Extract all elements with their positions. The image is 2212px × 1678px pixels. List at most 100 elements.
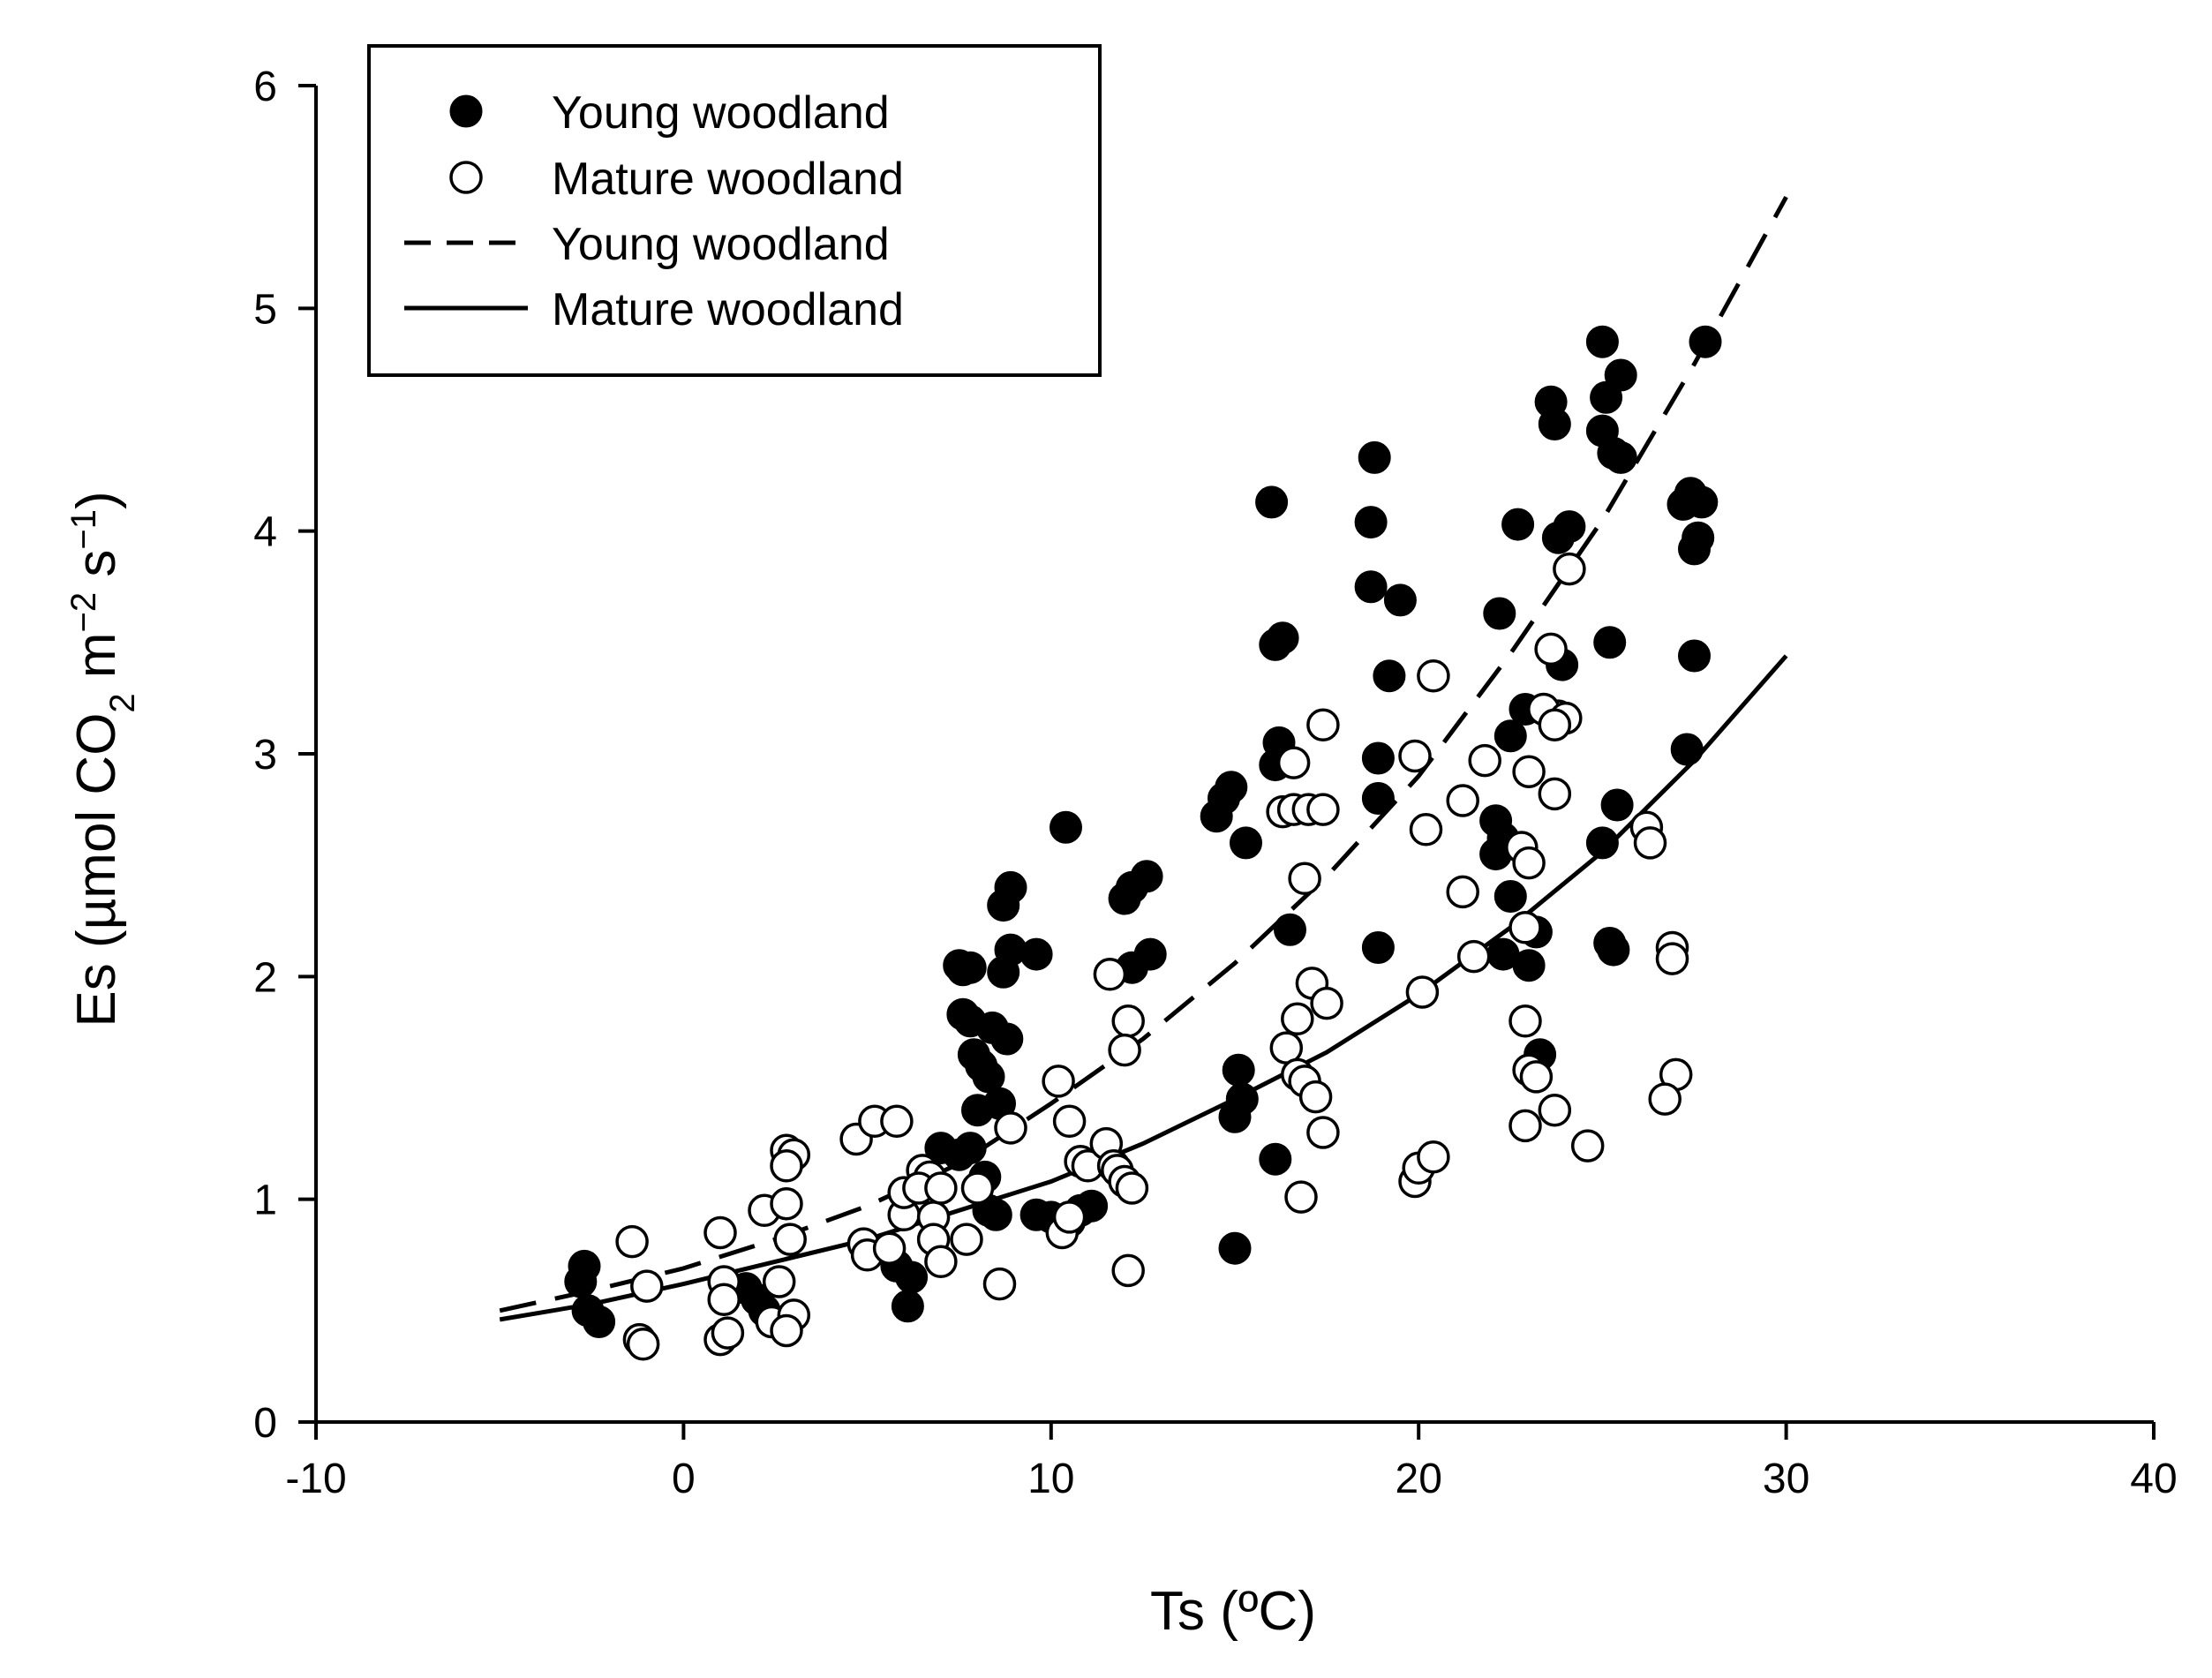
y-title-sup-s: −1 bbox=[64, 509, 103, 550]
data-points bbox=[564, 325, 1722, 1361]
point-young-woodland bbox=[583, 1306, 616, 1338]
y-title-prefix: Es (µmol CO bbox=[66, 713, 127, 1027]
point-mature-woodland bbox=[1446, 784, 1479, 817]
point-young-woodland bbox=[1600, 788, 1634, 822]
point-mature-woodland bbox=[1417, 1140, 1450, 1174]
point-mature-woodland bbox=[770, 1149, 803, 1183]
point-mature-woodland bbox=[626, 1327, 660, 1361]
point-young-woodland bbox=[1354, 506, 1388, 539]
point-young-woodland bbox=[1133, 937, 1167, 971]
point-mature-woodland bbox=[1306, 793, 1340, 826]
point-young-woodland bbox=[979, 1198, 1012, 1231]
point-mature-woodland bbox=[1417, 658, 1450, 693]
legend-label-young-points: Young woodland bbox=[552, 87, 890, 139]
point-mature-woodland bbox=[1519, 1060, 1554, 1094]
point-young-woodland bbox=[1361, 931, 1395, 964]
point-mature-woodland bbox=[1398, 739, 1432, 773]
point-mature-woodland bbox=[762, 1265, 796, 1298]
point-young-woodland bbox=[1019, 937, 1053, 971]
point-young-woodland bbox=[1689, 325, 1722, 358]
point-mature-woodland bbox=[1115, 1171, 1149, 1205]
point-young-woodland bbox=[891, 1290, 924, 1323]
point-mature-woodland bbox=[1509, 1109, 1542, 1143]
point-mature-woodland bbox=[1512, 755, 1546, 788]
point-young-woodland bbox=[953, 1132, 987, 1165]
point-mature-woodland bbox=[770, 1186, 803, 1221]
point-mature-woodland bbox=[630, 1269, 664, 1303]
point-young-woodland bbox=[1373, 659, 1406, 693]
point-mature-woodland bbox=[1538, 708, 1572, 741]
point-young-woodland bbox=[1538, 408, 1571, 440]
point-mature-woodland bbox=[1509, 1005, 1542, 1038]
point-mature-woodland bbox=[1570, 1129, 1605, 1163]
point-young-woodland bbox=[1553, 510, 1586, 544]
point-mature-woodland bbox=[1648, 1082, 1682, 1116]
point-mature-woodland bbox=[703, 1215, 737, 1250]
point-young-woodland bbox=[1050, 810, 1082, 844]
point-mature-woodland bbox=[707, 1283, 741, 1316]
y-title-unit-s: s bbox=[66, 550, 127, 592]
point-young-woodland bbox=[1222, 1053, 1255, 1087]
point-young-woodland bbox=[1604, 440, 1637, 474]
point-mature-woodland bbox=[615, 1224, 649, 1259]
point-young-woodland bbox=[1215, 771, 1248, 804]
point-mature-woodland bbox=[1538, 1093, 1572, 1127]
point-young-woodland bbox=[1512, 949, 1546, 982]
point-young-woodland bbox=[1493, 880, 1527, 913]
point-young-woodland bbox=[1501, 508, 1535, 541]
point-mature-woodland bbox=[1052, 1200, 1087, 1234]
point-mature-woodland bbox=[924, 1245, 958, 1279]
point-mature-woodland bbox=[1298, 1080, 1333, 1114]
point-young-woodland bbox=[1361, 782, 1395, 815]
point-mature-woodland bbox=[1042, 1065, 1075, 1098]
y-tick-label: 6 bbox=[253, 64, 277, 110]
point-mature-woodland bbox=[1306, 1116, 1340, 1149]
point-young-woodland bbox=[1593, 626, 1627, 659]
point-mature-woodland bbox=[982, 1267, 1017, 1301]
point-mature-woodland bbox=[950, 1223, 983, 1256]
x-tick-label: 20 bbox=[1396, 1456, 1442, 1502]
point-mature-woodland bbox=[1534, 632, 1568, 666]
point-mature-woodland bbox=[880, 1104, 914, 1139]
legend-box bbox=[367, 44, 1102, 377]
point-mature-woodland bbox=[1655, 942, 1689, 975]
legend-label-mature-line: Mature woodland bbox=[552, 284, 904, 335]
x-tick-label: -10 bbox=[285, 1456, 346, 1502]
point-young-woodland bbox=[990, 1022, 1024, 1056]
point-mature-woodland bbox=[1281, 1002, 1314, 1036]
y-tick-label: 3 bbox=[253, 732, 277, 779]
point-mature-woodland bbox=[1111, 1005, 1145, 1038]
point-mature-woodland bbox=[1052, 1104, 1087, 1139]
x-axis-title: Ts (ºC) bbox=[1150, 1581, 1316, 1642]
point-mature-woodland bbox=[1276, 746, 1311, 779]
point-young-woodland bbox=[1590, 380, 1623, 414]
x-axis-ticks: -10 0 10 20 30 40 bbox=[285, 1422, 2178, 1502]
point-young-woodland bbox=[1493, 719, 1527, 753]
point-mature-woodland bbox=[1310, 986, 1343, 1020]
point-mature-woodland bbox=[1468, 743, 1501, 778]
y-title-sup-m: −2 bbox=[64, 592, 103, 633]
y-tick-label: 5 bbox=[253, 286, 277, 333]
point-young-woodland bbox=[1259, 1142, 1292, 1176]
point-young-woodland bbox=[1585, 826, 1619, 860]
point-young-woodland bbox=[1383, 583, 1417, 617]
y-title-suffix: ) bbox=[66, 491, 127, 509]
point-mature-woodland bbox=[1633, 826, 1667, 860]
point-mature-woodland bbox=[1553, 552, 1586, 586]
point-mature-woodland bbox=[1284, 1180, 1318, 1214]
point-young-woodland bbox=[1230, 826, 1262, 860]
point-young-woodland bbox=[1266, 621, 1299, 655]
y-tick-label: 4 bbox=[253, 509, 277, 556]
point-mature-woodland bbox=[1306, 708, 1340, 741]
point-mature-woodland bbox=[1111, 1253, 1145, 1288]
point-mature-woodland bbox=[1288, 862, 1321, 896]
point-young-woodland bbox=[1483, 597, 1516, 630]
y-axis-ticks: 0 1 2 3 4 5 6 bbox=[253, 64, 316, 1447]
y-title-unit-m: m bbox=[66, 632, 127, 693]
point-young-woodland bbox=[1218, 1100, 1252, 1133]
point-mature-woodland bbox=[1093, 958, 1127, 991]
x-tick-label: 10 bbox=[1027, 1456, 1074, 1502]
y-tick-label: 2 bbox=[253, 954, 277, 1001]
fit-line-mature-woodland bbox=[499, 654, 1788, 1322]
